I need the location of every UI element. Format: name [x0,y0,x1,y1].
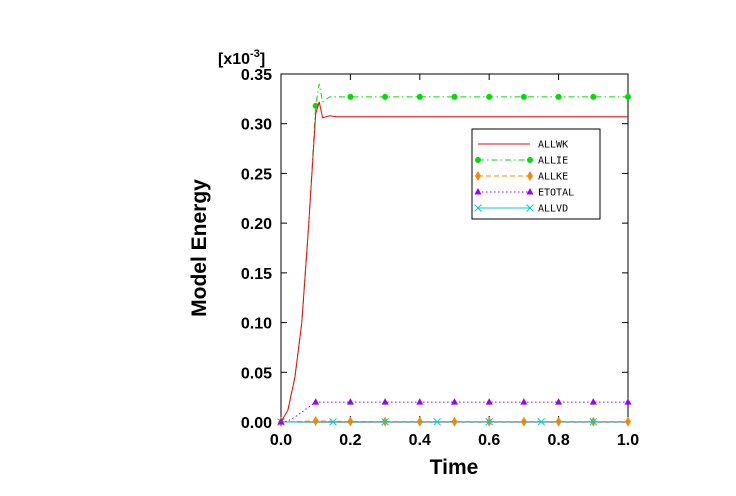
series-allie [280,83,631,423]
point-allie [520,93,527,100]
point-allie [416,93,423,100]
point-etotal [555,398,563,405]
legend-item-allke: ALLKE [475,171,568,183]
series-allwk [280,101,628,423]
point-etotal [624,398,632,405]
x-tick-label: 1.0 [617,432,639,449]
legend-marker-allke [475,171,481,181]
point-allvd [537,417,546,426]
point-etotal [485,398,493,405]
legend-marker-allie [475,157,481,163]
y-tick-label: 0.10 [241,316,272,333]
point-allvd [381,417,389,426]
point-allie [555,93,562,100]
y-tick-label: 0.25 [241,166,272,183]
x-tick-label: 0.0 [270,432,292,449]
point-allie [382,93,389,100]
series-line-allwk [280,101,628,423]
x-tick-label: 0.4 [409,432,431,449]
point-etotal [520,398,528,405]
point-etotal [346,398,354,405]
plot-frame [280,73,629,423]
legend: ALLWK ALLIE ALLKE ETOTAL ALLVD [471,128,601,220]
legend-item-allwk: ALLWK [478,140,568,151]
legend-item-allvd: ALLVD [474,204,568,215]
legend-marker-allvd [474,204,482,212]
legend-label-allke: ALLKE [538,172,568,183]
x-tick-label: 0.2 [339,432,361,449]
y-tick-label: 0.30 [241,117,272,134]
legend-label-etotal: ETOTAL [538,188,574,199]
y-multiplier-exponent: -3 [250,48,260,60]
point-etotal [312,398,320,405]
point-allie [486,93,493,100]
series-layer [277,83,632,427]
y-tick-label: 0.20 [241,216,272,233]
series-allvd [277,417,628,426]
y-multiplier-label: [x10-3] [218,48,265,68]
point-allke [312,416,319,427]
y-tick-label: 0.00 [241,415,272,432]
legend-item-allie: ALLIE [475,156,568,167]
point-etotal [589,398,597,405]
point-etotal [416,398,424,405]
series-etotal [277,398,632,425]
legend-marker-allie [527,157,533,163]
point-etotal [381,398,389,405]
y-tick-label: 0.15 [241,266,272,283]
y-axis-title: Model Energy [188,179,211,317]
x-axis-title: Time [430,456,479,479]
legend-marker-allke [527,171,533,181]
y-tick-label: 0.05 [241,365,272,382]
series-line-etotal [280,401,628,423]
legend-marker-etotal [526,188,534,195]
legend-box [471,128,601,220]
point-allvd [485,417,494,426]
legend-item-etotal: ETOTAL [474,188,574,199]
point-allie [347,93,354,100]
point-allvd [589,417,598,426]
point-allie [451,93,458,100]
y-ticks: 0.00 0.05 0.10 0.15 0.20 0.25 0.30 0.35 [241,67,628,432]
y-tick-label: 0.35 [241,67,272,84]
legend-marker-allvd [526,204,534,212]
point-allvd [329,417,337,426]
x-ticks: 0.0 0.2 0.4 0.6 0.8 1.0 [270,74,639,449]
point-allie [590,93,597,100]
x-tick-label: 0.8 [547,432,569,449]
x-tick-label: 0.6 [478,432,500,449]
legend-label-allvd: ALLVD [538,204,568,215]
legend-label-allie: ALLIE [538,156,568,167]
legend-marker-etotal [474,188,482,195]
point-etotal [451,398,458,405]
point-allvd [433,417,442,426]
legend-label-allwk: ALLWK [538,140,568,151]
point-allie [625,93,631,100]
